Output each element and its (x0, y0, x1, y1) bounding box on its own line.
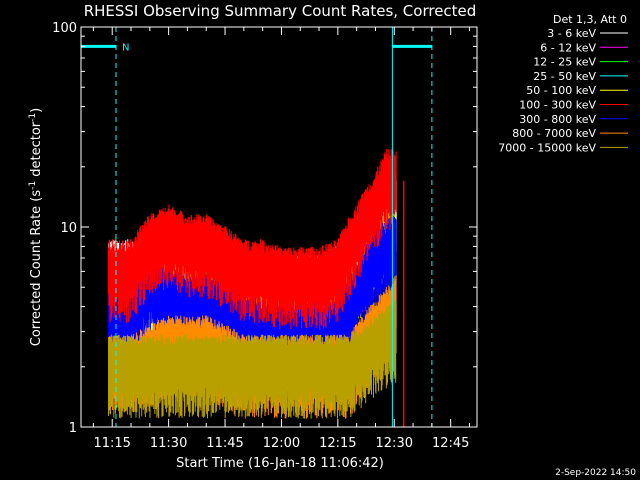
footer-date: 2-Sep-2022 14:50 (555, 468, 636, 478)
legend-label-1: 6 - 12 keV (540, 41, 596, 54)
x-axis-label: Start Time (16-Jan-18 11:06:42) (176, 456, 384, 471)
legend-label-7: 800 - 7000 keV (512, 127, 596, 140)
y-tick-label-1: 10 (60, 221, 77, 236)
night-marker: N (122, 42, 129, 53)
y-axis-label: Corrected Count Rate (s-1 detector-1) (28, 108, 44, 346)
x-tick-label-2: 11:45 (206, 436, 243, 451)
x-tick-label-3: 12:00 (263, 436, 300, 451)
x-tick-label-1: 11:30 (150, 436, 187, 451)
legend-header: Det 1,3, Att 0 (553, 13, 627, 26)
legend-label-6: 300 - 800 keV (519, 113, 596, 126)
chart-title: RHESSI Observing Summary Count Rates, Co… (84, 2, 477, 20)
y-axis-label-mid: detector (29, 121, 44, 181)
y-tick-label-2: 100 (52, 21, 77, 36)
x-tick-label-6: 12:45 (432, 436, 469, 451)
x-tick-label-0: 11:15 (93, 436, 130, 451)
y-axis-label-sup1: -1 (28, 181, 38, 190)
x-axis: 11:15 11:30 11:45 12:00 12:15 12:30 12:45 (92, 27, 470, 451)
y-axis: 1 10 100 (52, 21, 477, 436)
legend-label-0: 3 - 6 keV (547, 27, 596, 40)
y-tick-label-0: 1 (69, 421, 77, 436)
series-line-5 (108, 148, 397, 330)
legend-label-2: 12 - 25 keV (533, 56, 596, 69)
y-axis-label-sup2: -1 (28, 113, 38, 122)
legend-label-4: 50 - 100 keV (526, 84, 596, 97)
legend-label-8: 7000 - 15000 keV (498, 141, 596, 154)
legend-label-3: 25 - 50 keV (533, 70, 596, 83)
legend-label-5: 100 - 300 keV (519, 99, 596, 112)
x-tick-label-4: 12:15 (319, 436, 356, 451)
series-line-8 (108, 300, 397, 419)
x-tick-label-5: 12:30 (376, 436, 413, 451)
y-axis-label-end: ) (29, 108, 44, 113)
y-axis-label-main: Corrected Count Rate (s (29, 190, 44, 347)
